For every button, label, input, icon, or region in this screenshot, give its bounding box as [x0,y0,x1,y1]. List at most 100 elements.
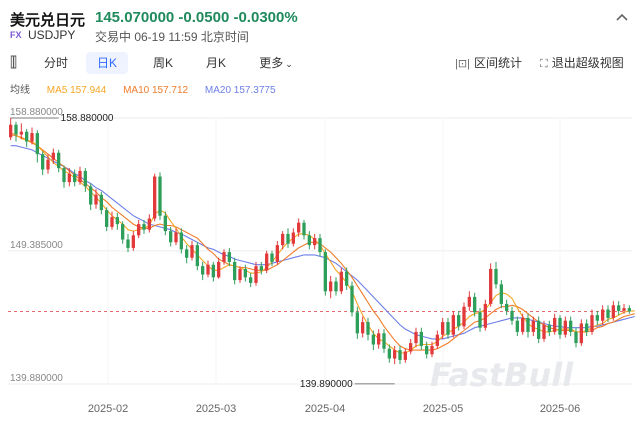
candle-body [606,309,610,318]
candle [121,221,125,244]
candle [478,308,482,332]
candle [499,280,503,309]
candle-body [441,322,445,335]
candle-body [531,320,535,332]
candle [366,317,370,341]
candle-body [259,266,263,271]
candle-body [595,315,599,321]
tab-intraday[interactable]: 分时 [43,56,68,70]
candle-body [361,322,365,334]
candle-body [622,308,626,311]
candle-body [499,284,503,304]
candle [249,273,253,288]
fx-badge: FX [10,30,22,40]
candle-body [249,277,253,283]
candlestick-chart[interactable]: FastBull 158.880000 149.385000 139.880000 2… [0,96,640,422]
candle-body [419,331,423,346]
candle-body [158,176,162,216]
candle [174,228,178,246]
candle-body [350,285,354,313]
x-tick-label: 2025-03 [196,403,236,415]
chevron-up-icon[interactable] [612,8,632,28]
candle-body [425,345,429,355]
candle-body [430,345,434,355]
x-tick-label: 2025-04 [305,403,345,415]
ma-lines [10,132,635,354]
candle-body [67,173,71,183]
candle-body [233,261,237,281]
candle [94,189,98,209]
candle-body [558,317,562,335]
candle [131,231,135,251]
candle [158,172,162,220]
candle-body [115,217,119,225]
candle-body [297,222,301,233]
candle [51,148,55,164]
candle [307,231,311,250]
candle [403,348,407,363]
candle-body [185,249,189,258]
candle [227,247,231,267]
price-quote: 145.070000 -0.0500 -0.0300% [95,9,298,26]
candle [211,261,215,282]
candle-body [414,331,418,344]
candle [259,261,263,275]
ma-legend: 均线 MA5 157.944 MA10 157.712 MA20 157.377… [10,81,290,96]
candle-body [371,334,375,345]
candle-body [334,281,338,292]
candle [89,183,93,211]
candle-body [57,152,61,169]
candle [371,330,375,351]
tab-more[interactable]: 更多 ⌄ [252,52,300,74]
candle-body [355,312,359,334]
candle-body [169,231,173,243]
trading-status: 交易中 06-19 11:59 北京时间 [95,30,249,44]
candle-body [238,268,242,281]
candle-body [521,317,525,332]
candle-body [99,194,103,211]
candle-body [473,296,477,313]
candle-body [62,168,66,183]
candle [318,233,322,257]
candle-body [435,334,439,346]
candle [467,291,471,311]
candle-body [467,296,471,307]
instrument-title: 美元兑日元 [10,12,86,29]
candle-body [142,224,146,230]
tab-more-label: 更多 [259,56,284,70]
candle [137,219,141,239]
tab-weekly-k[interactable]: 周K [152,56,173,70]
candle-body [339,271,343,292]
candle-body [51,152,55,160]
tab-monthly-k[interactable]: 月K [205,56,226,70]
candle-body [537,320,541,339]
candle [521,313,525,335]
candle-body [121,224,125,240]
candle-body [94,194,98,205]
exit-super-view-button[interactable]: ⛶ 退出超级视图 [540,53,624,73]
y-tick-label: 139.880000 [10,373,63,384]
range-stats-button[interactable]: |⊡| 区间统计 [455,53,522,73]
candle-body [254,266,258,283]
candle [62,165,66,188]
ma20-line [10,145,635,340]
candle [153,173,157,222]
candle [414,327,418,348]
candle-body [505,303,509,311]
candle-body [318,238,322,253]
candle-body [78,170,82,183]
candle [483,299,487,331]
candle [606,305,610,323]
candle [179,228,183,254]
candle [291,228,295,247]
collapse-icon[interactable]: ⫿⫿ [10,54,17,70]
candle-body [585,323,589,332]
candle [457,310,461,331]
tab-daily-k[interactable]: 日K [86,52,128,74]
candle [9,117,13,141]
candle [195,242,199,271]
candle-body [195,245,199,267]
candle-body [286,233,290,244]
candle-body [617,305,621,311]
ma20-label: MA20 157.3775 [204,85,276,96]
